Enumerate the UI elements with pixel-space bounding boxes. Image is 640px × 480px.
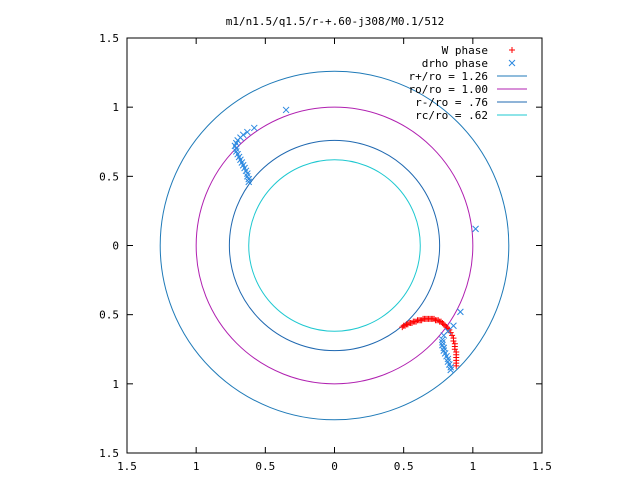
legend-label-1: drho phase <box>422 57 488 70</box>
series-0-point-28 <box>438 318 445 325</box>
series-layer <box>231 106 479 374</box>
x-tick-label-6: 1.5 <box>532 460 552 473</box>
circles-layer <box>159 70 510 421</box>
series-1-point-36 <box>447 363 455 371</box>
series-0-point-23 <box>431 315 438 322</box>
circle-2 <box>228 139 441 352</box>
series-1-point-1 <box>250 124 258 132</box>
y-tick-label-3: 0 <box>112 240 119 253</box>
series-0-point-4 <box>404 321 411 328</box>
x-tick-label-1: 1 <box>193 460 200 473</box>
series-0 <box>399 315 460 369</box>
legend-label-2: r+/ro = 1.26 <box>409 70 488 83</box>
legend-label-0: W phase <box>442 44 488 57</box>
x-tick-label-5: 1 <box>470 460 477 473</box>
series-0-point-2 <box>402 322 409 329</box>
legend-label-3: ro/ro = 1.00 <box>409 83 488 96</box>
chart-title: m1/n1.5/q1.5/r-+.60-j308/M0.1/512 <box>226 15 445 28</box>
series-1-point-17 <box>243 170 251 177</box>
series-0-point-30 <box>440 321 447 328</box>
legend-label-4: r-/ro = .76 <box>415 96 488 109</box>
x-tick-label-2: 0.5 <box>255 460 275 473</box>
series-0-point-0 <box>399 324 406 331</box>
y-tick-label-5: 1 <box>112 378 119 391</box>
y-tick-label-4: 0.5 <box>99 309 119 322</box>
series-1-point-19 <box>245 175 253 183</box>
series-1-point-0 <box>282 106 290 114</box>
legend-label-5: rc/ro = .62 <box>415 109 488 122</box>
series-1-point-2 <box>243 128 251 136</box>
series-1-point-29 <box>440 344 448 352</box>
circle-0 <box>159 70 510 421</box>
series-0-point-38 <box>450 337 457 344</box>
y-tick-label-6: 1.5 <box>99 447 119 460</box>
series-1-point-37 <box>447 366 455 374</box>
series-0-point-14 <box>418 317 425 324</box>
legend-swatch-1 <box>508 59 516 67</box>
legend-swatch-0 <box>509 47 515 53</box>
series-1-point-27 <box>439 338 446 346</box>
series-0-point-33 <box>444 325 451 332</box>
y-tick-label-2: 0.5 <box>99 170 119 183</box>
series-1-point-22 <box>457 308 464 316</box>
series-1-point-23 <box>450 322 457 330</box>
series-1-point-21 <box>472 225 479 233</box>
x-tick-label-3: 0 <box>331 460 338 473</box>
series-0-point-29 <box>439 319 446 326</box>
series-0-point-7 <box>408 319 415 326</box>
y-tick-label-1: 1 <box>112 101 119 114</box>
series-0-point-32 <box>443 324 450 331</box>
ticks-layer: 1.5 1 0.5 0 0.5 1 1.51.510.500.511.5 <box>99 32 552 473</box>
series-0-point-47 <box>453 362 460 369</box>
x-tick-label-4: 0.5 <box>394 460 414 473</box>
series-1-point-8 <box>232 145 240 153</box>
series-1-point-26 <box>439 336 446 343</box>
series-0-point-36 <box>449 332 456 339</box>
series-1-point-25 <box>440 332 448 339</box>
series-0-point-31 <box>442 322 449 329</box>
plot-area: 1.5 1 0.5 0 0.5 1 1.51.510.500.511.5 <box>99 32 552 473</box>
circle-1 <box>195 106 474 385</box>
series-1 <box>231 106 479 374</box>
series-0-point-10 <box>413 318 420 325</box>
x-tick-label-0: 1.5 <box>117 460 137 473</box>
y-tick-label-0: 1.5 <box>99 32 119 45</box>
series-0-point-26 <box>435 317 442 324</box>
series-0-point-41 <box>451 346 458 353</box>
circle-3 <box>248 159 421 332</box>
series-1-point-33 <box>444 355 452 363</box>
series-1-point-20 <box>245 178 253 186</box>
